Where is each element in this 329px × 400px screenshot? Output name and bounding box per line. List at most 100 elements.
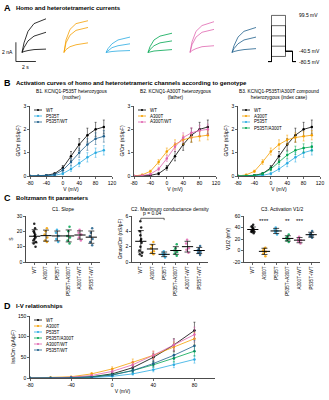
svg-text:-40: -40 (67, 382, 74, 388)
svg-text:C3. Activation V1/2: C3. Activation V1/2 (261, 206, 303, 212)
svg-text:Boltzmann fit parameters: Boltzmann fit parameters (16, 195, 89, 201)
svg-text:1: 1 (232, 149, 235, 155)
svg-text:4: 4 (126, 228, 129, 234)
svg-text:V (mV): V (mV) (167, 186, 183, 192)
svg-text:0: 0 (238, 247, 241, 253)
svg-text:120: 120 (108, 180, 117, 186)
svg-text:0: 0 (24, 173, 27, 179)
svg-text:-40: -40 (43, 180, 50, 186)
svg-text:-80: -80 (26, 382, 33, 388)
svg-text:Gmax/Cm (nS/pF): Gmax/Cm (nS/pF) (117, 218, 123, 259)
svg-text:P535T: P535T (46, 330, 60, 335)
svg-text:2: 2 (232, 126, 235, 132)
svg-text:3: 3 (232, 103, 235, 109)
svg-text:P535T: P535T (254, 119, 268, 124)
svg-text:WT: WT (150, 108, 157, 113)
svg-text:0: 0 (128, 173, 131, 179)
svg-text:B1. KCNQ1-P535T heterozygous(m: B1. KCNQ1-P535T heterozygous(mother) (36, 89, 107, 100)
svg-text:P535T/WT: P535T/WT (46, 348, 68, 353)
svg-text:-20: -20 (233, 259, 240, 265)
svg-text:A300T: A300T (254, 114, 268, 119)
svg-text:40: 40 (284, 180, 290, 186)
svg-text:A300T+WT: A300T+WT (297, 266, 302, 289)
svg-text:Iss/Cm (pA/pF): Iss/Cm (pA/pF) (10, 330, 16, 364)
svg-text:A: A (4, 3, 11, 13)
svg-text:WT: WT (46, 318, 53, 323)
svg-text:-80: -80 (130, 180, 137, 186)
svg-text:2: 2 (126, 243, 129, 249)
svg-text:Activation curves of homo and: Activation curves of homo and heterotetr… (16, 80, 247, 86)
svg-text:-40: -40 (147, 180, 154, 186)
svg-text:WT: WT (250, 266, 255, 273)
svg-text:80: 80 (197, 180, 203, 186)
svg-text:G/Cm (nS/pF): G/Cm (nS/pF) (119, 125, 125, 156)
svg-text:1: 1 (24, 149, 27, 155)
svg-text:V (mV): V (mV) (115, 388, 131, 394)
svg-text:B: B (4, 78, 11, 88)
svg-text:V1/2 (mV): V1/2 (mV) (225, 227, 231, 250)
svg-text:80: 80 (301, 180, 307, 186)
svg-text:WT: WT (46, 108, 53, 113)
svg-text:**: ** (285, 218, 290, 224)
svg-text:V (mV): V (mV) (271, 186, 287, 192)
svg-text:30: 30 (17, 213, 23, 219)
svg-text:P535T+WT: P535T+WT (89, 266, 94, 289)
svg-text:50: 50 (21, 354, 27, 360)
svg-text:P535T/WT: P535T/WT (46, 119, 68, 124)
svg-text:40: 40 (235, 224, 241, 230)
svg-text:150: 150 (18, 313, 27, 319)
svg-text:-40: -40 (251, 180, 258, 186)
svg-text:A300T/WT: A300T/WT (46, 342, 68, 347)
svg-text:0: 0 (20, 259, 23, 265)
svg-text:P535T+A300T: P535T+A300T (285, 266, 290, 295)
svg-text:A300T/WT: A300T/WT (150, 119, 172, 124)
svg-text:WT: WT (254, 108, 261, 113)
svg-text:-40.5 mV: -40.5 mV (299, 48, 320, 54)
svg-text:P535T+WT: P535T+WT (197, 266, 202, 289)
svg-text:A300T: A300T (150, 266, 155, 280)
svg-text:3: 3 (24, 103, 27, 109)
svg-text:G/Cm (nS/pF): G/Cm (nS/pF) (15, 125, 21, 156)
svg-text:A300T: A300T (150, 114, 164, 119)
svg-text:D: D (4, 301, 11, 311)
svg-text:C1. Slope: C1. Slope (52, 206, 74, 212)
svg-text:0: 0 (61, 180, 64, 186)
svg-text:80: 80 (192, 382, 198, 388)
svg-text:A300T+WT: A300T+WT (77, 266, 82, 289)
svg-text:2 nA: 2 nA (2, 49, 13, 55)
svg-text:A300T+WT: A300T+WT (185, 266, 190, 289)
svg-text:3: 3 (128, 103, 131, 109)
svg-text:120: 120 (212, 180, 221, 186)
svg-text:10: 10 (17, 243, 23, 249)
svg-text:0: 0 (111, 382, 114, 388)
svg-text:WT: WT (138, 266, 143, 273)
svg-text:40: 40 (180, 180, 186, 186)
svg-text:***: *** (296, 218, 304, 224)
svg-text:B3. KCNQ1-P535T/A300T compound: B3. KCNQ1-P535T/A300T compoundheterozygo… (239, 89, 319, 100)
svg-text:0: 0 (165, 180, 168, 186)
svg-text:P535T+A300T: P535T+A300T (66, 266, 71, 295)
svg-text:0: 0 (269, 180, 272, 186)
svg-text:A300T: A300T (46, 324, 60, 329)
svg-text:60: 60 (235, 213, 241, 219)
svg-text:99.5 mV: 99.5 mV (299, 12, 318, 18)
svg-text:-80.5 mV: -80.5 mV (299, 59, 320, 65)
svg-text:P535T: P535T (162, 266, 167, 280)
svg-text:20: 20 (235, 236, 241, 242)
svg-text:2: 2 (24, 126, 27, 132)
svg-text:G/Cm (nS/pF): G/Cm (nS/pF) (223, 125, 229, 156)
svg-text:Homo and heterotetrameric curr: Homo and heterotetrameric currents (16, 5, 121, 11)
svg-text:P535T: P535T (55, 266, 60, 280)
svg-text:I-V relationships: I-V relationships (16, 303, 63, 309)
svg-text:P535T: P535T (274, 266, 279, 280)
svg-text:A300T: A300T (43, 266, 48, 280)
svg-text:V (mV): V (mV) (63, 186, 79, 192)
svg-text:1: 1 (128, 149, 131, 155)
svg-text:B2. KCNQ1-A300T heterozygous(f: B2. KCNQ1-A300T heterozygous(father) (140, 89, 211, 100)
svg-text:C: C (4, 193, 11, 203)
svg-text:100: 100 (18, 333, 27, 339)
svg-text:2 s: 2 s (22, 64, 29, 70)
svg-text:P535T+A300T: P535T+A300T (173, 266, 178, 295)
svg-text:P535T+WT: P535T+WT (309, 266, 314, 289)
svg-text:WT: WT (32, 266, 37, 273)
